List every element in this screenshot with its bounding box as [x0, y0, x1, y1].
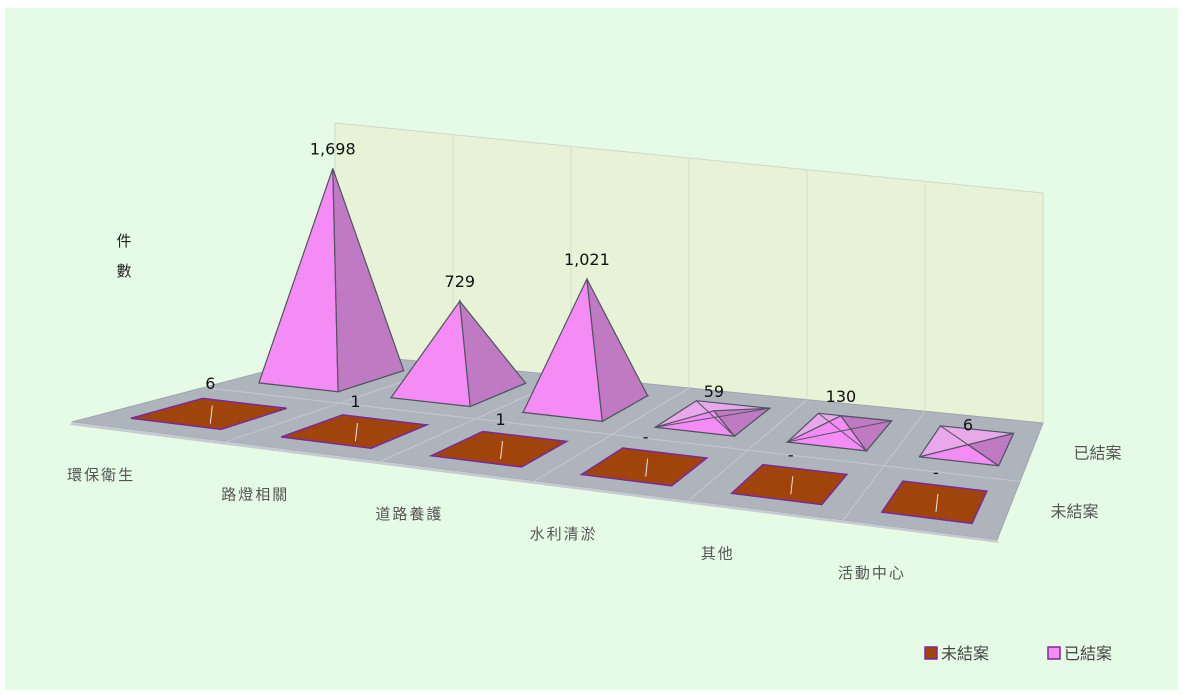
- label-leader-line: [500, 440, 504, 459]
- label-leader-line: [645, 458, 649, 477]
- pyramid-edge: [919, 432, 1014, 458]
- legend-label: 已結案: [1064, 644, 1112, 663]
- pyramid-edge: [787, 420, 892, 443]
- pyramid-side-face: [332, 168, 405, 393]
- pyramid-edge: [818, 412, 867, 452]
- data-label: 1,698: [310, 139, 356, 158]
- pyramid-side-face: [839, 415, 893, 452]
- legend-swatch: [924, 646, 938, 660]
- category-label: 路燈相關: [221, 486, 289, 504]
- bar-base: [280, 414, 430, 449]
- bar-base: [130, 397, 287, 431]
- pyramid-side-face: [459, 299, 527, 408]
- data-label: 59: [704, 382, 724, 401]
- data-label: 1: [350, 392, 360, 411]
- legend: 未結案 已結案: [924, 644, 1112, 663]
- category-label: 道路養護: [375, 505, 443, 523]
- data-label: -: [788, 445, 794, 464]
- data-label: -: [933, 463, 939, 482]
- label-leader-line: [935, 493, 939, 512]
- label-leader-line: [209, 405, 213, 424]
- data-label: 6: [963, 416, 973, 435]
- data-label: 130: [826, 387, 857, 406]
- data-label: 1: [495, 410, 505, 429]
- pyramid-edge: [940, 425, 999, 467]
- category-label: 其他: [701, 545, 735, 563]
- label-leader-line: [790, 476, 794, 495]
- y-axis-label: 數: [116, 262, 131, 280]
- series-axis-label: 未結案: [1051, 502, 1099, 521]
- data-label: 1,021: [564, 250, 610, 269]
- bar-base: [880, 480, 989, 525]
- category-label: 水利清淤: [530, 525, 598, 543]
- label-leader-line: [354, 423, 358, 442]
- data-label: -: [643, 428, 649, 447]
- bar-base: [730, 463, 849, 506]
- chart-marks: [130, 168, 1015, 525]
- pyramid-side-face: [586, 278, 649, 423]
- legend-label: 未結案: [941, 644, 989, 663]
- data-label: 729: [445, 272, 476, 291]
- bar-base: [428, 430, 570, 468]
- category-label: 環保衛生: [67, 466, 135, 484]
- series-axis-label: 已結案: [1074, 443, 1122, 462]
- floor-gridline: [203, 387, 1021, 482]
- floor-edge: [70, 422, 999, 543]
- pyramid-edge: [655, 407, 770, 428]
- data-label: 6: [205, 374, 215, 393]
- chart-labels: 6 1 1 - - - 未結案 1,698 729 1,021 59 130 6 已結案環保衛生路燈相關道…: [67, 139, 1121, 582]
- y-axis-label: 件: [116, 232, 131, 250]
- bar-base: [579, 447, 709, 487]
- legend-swatch: [1047, 646, 1061, 660]
- pyramid-edge: [696, 400, 735, 437]
- category-label: 活動中心: [838, 564, 906, 582]
